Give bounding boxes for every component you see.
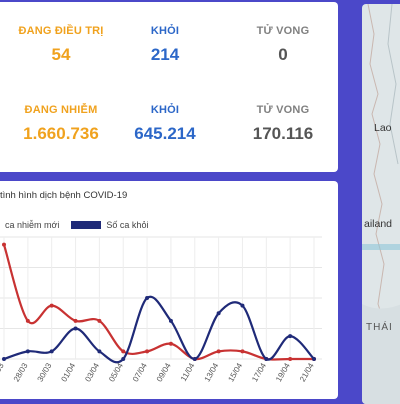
x-tick-label: 09/04 (155, 361, 173, 383)
data-point-recovered (288, 334, 293, 339)
map-terrain (362, 4, 400, 404)
data-point-recovered (25, 349, 30, 354)
data-point-recovered (73, 326, 78, 331)
legend-item-new-cases[interactable]: ca nhiễm mới (0, 220, 59, 230)
map-label-thai: THÁI (366, 322, 393, 333)
vn-recovered-value: 214 (150, 45, 180, 64)
vn-recovered-stat: KHỎI 214 (100, 25, 230, 65)
data-point-recovered (2, 357, 6, 361)
x-tick-label: 17/04 (250, 361, 268, 383)
data-point-recovered (216, 311, 221, 316)
legend-label-recovered: Số ca khỏi (106, 220, 149, 230)
covid-chart-card: tình hình dịch bệnh COVID-19 ca nhiễm mớ… (0, 181, 338, 399)
data-point-recovered (49, 349, 54, 354)
legend-swatch-recovered (71, 221, 102, 229)
x-tick-label: 03/04 (83, 361, 101, 383)
chart-legend: ca nhiễm mới Số ca khỏi (0, 220, 160, 230)
data-point-recovered (192, 357, 197, 361)
world-infected-stat: ĐANG NHIỄM 1.660.736 (0, 104, 126, 144)
x-tick-label: 11/04 (179, 361, 197, 383)
legend-item-recovered[interactable]: Số ca khỏi (71, 220, 148, 230)
chart-plot: 26/03 28/03 30/03 01/04 03/04 05/04 07/04 09/04… (0, 236, 322, 383)
data-point-new-cases (168, 341, 173, 346)
x-tick-label: 19/04 (274, 361, 292, 383)
map-panel[interactable]: Lao ailand THÁI (362, 4, 400, 404)
x-tick-label: 26/03 (0, 361, 6, 383)
world-infected-value: 1.660.736 (23, 124, 99, 143)
legend-label-new-cases: ca nhiễm mới (5, 220, 60, 230)
data-point-recovered (264, 357, 269, 361)
map-label-laos: Lao (374, 122, 392, 134)
data-point-new-cases (25, 318, 30, 323)
data-point-new-cases (73, 318, 78, 323)
vn-treating-stat: ĐANG ĐIỀU TRỊ 54 (0, 25, 126, 65)
x-tick-label: 30/03 (36, 361, 54, 383)
world-recovered-value: 645.214 (134, 124, 196, 143)
x-tick-label: 01/04 (59, 361, 77, 383)
vn-recovered-label: KHỎI (150, 25, 180, 37)
x-tick-label: 21/04 (298, 361, 316, 383)
data-point-recovered (168, 318, 173, 323)
data-point-new-cases (49, 303, 54, 308)
data-point-new-cases (2, 242, 6, 247)
data-point-recovered (240, 303, 245, 308)
x-tick-label: 07/04 (131, 361, 149, 383)
stats-card: ĐANG ĐIỀU TRỊ 54 KHỎI 214 TỬ VONG 0 ĐANG… (0, 2, 338, 172)
x-tick-label: 15/04 (226, 361, 244, 383)
vn-treating-label: ĐANG ĐIỀU TRỊ (18, 25, 104, 37)
data-point-new-cases (121, 349, 126, 354)
series-line-recovered (3, 295, 315, 364)
data-point-new-cases (288, 357, 293, 361)
data-point-new-cases (97, 318, 102, 323)
data-point-recovered (312, 357, 316, 361)
x-tick-label: 05/04 (107, 361, 125, 383)
data-point-new-cases (216, 349, 221, 354)
world-deaths-label: TỬ VONG (256, 104, 310, 116)
data-point-new-cases (145, 349, 150, 354)
world-infected-label: ĐANG NHIỄM (24, 104, 98, 116)
vn-deaths-label: TỬ VONG (256, 25, 310, 37)
data-point-recovered (145, 296, 150, 300)
data-point-new-cases (240, 349, 245, 354)
vn-deaths-stat: TỬ VONG 0 (218, 25, 348, 65)
vn-deaths-value: 0 (278, 45, 288, 64)
data-point-recovered (97, 349, 102, 354)
world-recovered-stat: KHỎI 645.214 (100, 104, 230, 144)
world-recovered-label: KHỎI (150, 104, 180, 116)
chart-title: tình hình dịch bệnh COVID-19 (0, 190, 128, 201)
data-point-recovered (121, 357, 126, 361)
map-label-thailand: ailand (364, 218, 393, 230)
x-tick-label: 13/04 (203, 361, 221, 383)
world-deaths-stat: TỬ VONG 170.116 (218, 104, 348, 144)
x-tick-label: 28/03 (12, 361, 30, 383)
vn-treating-value: 54 (51, 45, 71, 64)
world-deaths-value: 170.116 (252, 124, 314, 143)
